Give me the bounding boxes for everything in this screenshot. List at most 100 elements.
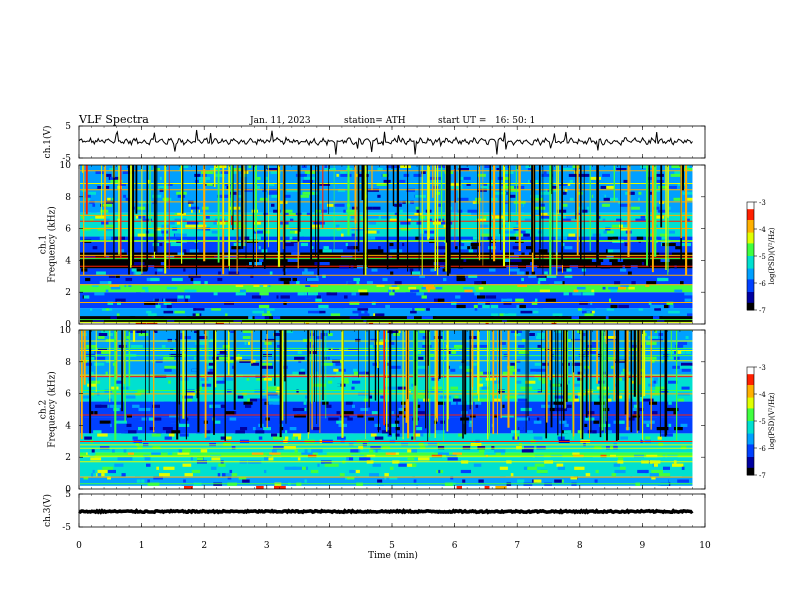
- ch1-spectrogram-speckle: [436, 252, 445, 256]
- ch2-spectrogram-speckle: [681, 386, 690, 390]
- ch2-spectrogram-ytick-label: 2: [65, 453, 71, 463]
- ch2-spectrogram-speckle: [348, 347, 358, 351]
- ch1-spectrogram-speckle: [102, 203, 113, 207]
- ch2-spectrogram-ytick-label: 0: [65, 485, 71, 495]
- ch1-spectrogram-speckle: [426, 308, 430, 311]
- colorbar-cell: [747, 390, 754, 393]
- ch2-spectrogram-speckle: [454, 395, 459, 399]
- ch2-spectrogram-speckle: [456, 485, 462, 489]
- ch2-spectrogram-speckle: [91, 380, 101, 384]
- ch1-spectrogram-ytick-label: 8: [65, 193, 71, 203]
- ch1-spectrogram-speckle: [503, 236, 513, 240]
- ch2-spectrogram-speckle: [136, 347, 143, 351]
- ch1-spectrogram-speckle: [474, 308, 478, 311]
- ch2-spectrogram-speckle: [334, 383, 341, 387]
- ch2-spectrogram-speckle: [505, 395, 517, 399]
- ch1-spectrogram-speckle: [605, 316, 609, 320]
- ch2-spectrogram-speckle: [575, 395, 579, 399]
- ch2-spectrogram-speckle: [648, 411, 652, 415]
- figure-title: VLF Spectra: [78, 113, 149, 126]
- ch1-spectrogram-speckle: [435, 286, 443, 290]
- colorbar-cell: [747, 239, 754, 243]
- ch2-spectrogram-speckle: [297, 485, 301, 489]
- ch1-spectrogram-speckle: [202, 206, 209, 210]
- ch1-spectrogram-speckle: [336, 173, 339, 177]
- ch1-spectrogram-ytick-label: 0: [65, 320, 71, 330]
- ch2-spectrogram-speckle: [184, 485, 193, 489]
- ch2-spectrogram-speckle: [654, 365, 661, 369]
- ch2-spectrogram-speckle: [514, 436, 518, 440]
- ch1-spectrogram-speckle: [386, 191, 397, 195]
- ch1-spectrogram-speckle: [536, 274, 546, 278]
- ch2-spectrogram-speckle: [264, 457, 272, 461]
- ch1-spectrogram-speckle: [350, 265, 354, 269]
- colorbar-cell: [747, 401, 754, 404]
- ch1-spectrogram-speckle: [563, 292, 569, 296]
- ch1-spectrogram-speckle: [251, 295, 261, 299]
- ch1-spectrogram-speckle: [653, 316, 660, 320]
- ch2-spectrogram-speckle: [149, 427, 155, 431]
- ch1-spectrogram-speckle: [136, 292, 141, 296]
- ch2-spectrogram-speckle: [180, 333, 183, 336]
- ch1-spectrogram-speckle: [584, 313, 594, 316]
- ch1-spectrogram-speckle: [516, 304, 522, 309]
- ch1-spectrogram-speckle: [561, 191, 567, 195]
- ch1-spectrogram-speckle: [495, 171, 504, 174]
- ch1-spectrogram-speckle: [561, 252, 565, 256]
- ch2-spectrogram-speckle: [296, 414, 301, 418]
- ch1-spectrogram-speckle: [240, 262, 249, 266]
- ch2-spectrogram-speckle: [395, 433, 403, 437]
- ch1-spectrogram-speckle: [363, 319, 367, 323]
- ch1-spectrogram-speckle: [582, 292, 595, 296]
- ch2-spectrogram-speckle: [616, 395, 623, 399]
- ch1-spectrogram-speckle: [345, 185, 358, 189]
- ch1-spectrogram-speckle: [471, 212, 478, 216]
- ch2-spectrogram-speckle: [93, 430, 102, 434]
- colorbar-tick-label: -3: [759, 364, 766, 372]
- ch1-spectrogram-speckle: [183, 249, 187, 253]
- ch1-spectrogram-speckle: [278, 262, 282, 266]
- ch2-spectrogram-speckle: [507, 365, 515, 369]
- ch2-spectrogram-speckle: [232, 356, 243, 360]
- ch1-spectrogram-speckle: [485, 322, 489, 324]
- ch2-spectrogram-speckle: [452, 452, 462, 455]
- ch2-spectrogram-speckle: [97, 433, 108, 437]
- ch2-spectrogram-speckle: [373, 341, 385, 345]
- colorbar-cell: [747, 236, 754, 239]
- ch1-spectrogram-speckle: [326, 292, 338, 296]
- ch2-spectrogram-speckle: [215, 380, 226, 384]
- ch1-spectrogram-speckle: [501, 182, 505, 186]
- ch1-spectrogram-speckle: [105, 308, 110, 311]
- ch1-spectrogram-speckle: [421, 295, 427, 299]
- ch2-spectrogram-speckle: [663, 476, 671, 480]
- ch2-spectrogram-speckle: [204, 430, 211, 434]
- ch2-spectrogram-speckle: [184, 473, 193, 477]
- ch2-spectrogram-speckle: [336, 368, 346, 372]
- ch1-spectrogram-speckle: [321, 313, 330, 316]
- colorbar-cell: [747, 265, 754, 268]
- colorbar-tick-label: -7: [759, 472, 766, 480]
- ch1-spectrogram-speckle: [668, 310, 680, 314]
- colorbar-cell: [747, 223, 754, 226]
- ch2-spectrogram-speckle: [342, 411, 354, 415]
- ch1-spectrogram-speckle: [578, 319, 581, 323]
- ch1-spectrogram-speckle: [668, 185, 677, 189]
- ch1-spectrogram-speckle: [531, 271, 536, 275]
- ch2-spectrogram-speckle: [681, 466, 685, 470]
- ch1-spectrogram-speckle: [562, 281, 565, 285]
- ch1-spectrogram-speckle: [509, 271, 517, 275]
- ch2-spectrogram-speckle: [425, 469, 437, 474]
- ch1-spectrogram-speckle: [666, 242, 676, 247]
- ch1-spectrogram-speckle: [144, 301, 156, 305]
- ch2-spectrogram-speckle: [235, 430, 245, 434]
- ch1-spectrogram-speckle: [144, 271, 155, 275]
- ch1-spectrogram-speckle: [508, 236, 516, 240]
- ch1-spectrogram-speckle: [353, 277, 360, 282]
- ch2-spectrogram-speckle: [184, 383, 195, 387]
- colorbar-cell: [747, 377, 754, 381]
- ch1-spectrogram-speckle: [457, 168, 469, 171]
- ch1-spectrogram-speckle: [126, 252, 134, 256]
- ch2-spectrogram-speckle: [281, 457, 291, 461]
- x-tick-label: 10: [699, 541, 711, 551]
- ch2-spectrogram-speckle: [226, 420, 233, 424]
